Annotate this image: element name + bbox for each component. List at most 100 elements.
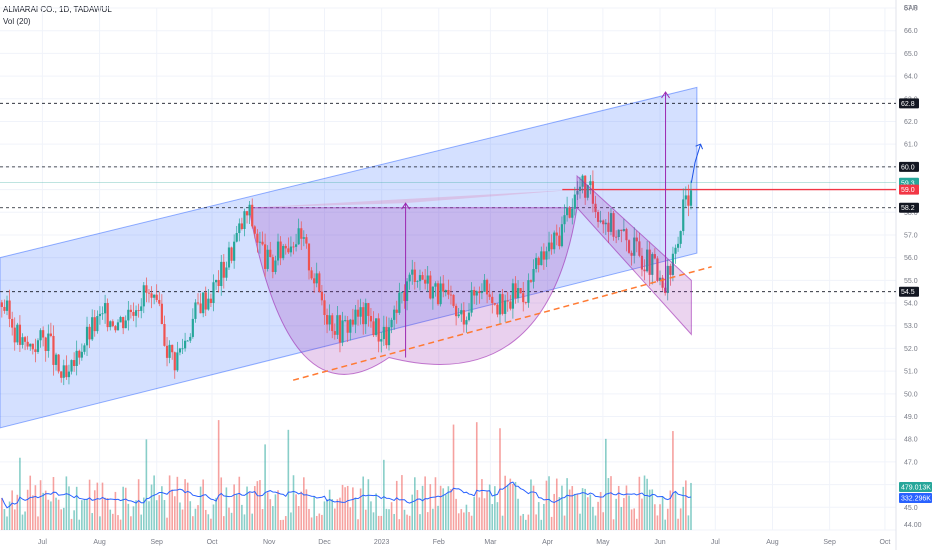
candle-body <box>467 312 471 321</box>
time-axis[interactable]: Jul Aug Sep Oct Nov Dec 2023 Feb Mar Apr May Jun Jul… <box>38 539 891 546</box>
volume-bar <box>540 519 543 530</box>
volume-bar <box>3 509 6 530</box>
volume-bar <box>486 491 488 530</box>
candle-body <box>269 249 272 258</box>
candle-body <box>374 318 378 336</box>
volume-bar <box>574 493 576 530</box>
volume-bar <box>11 490 13 530</box>
x-tick-label: Apr <box>542 539 554 546</box>
candle-body <box>315 273 318 284</box>
candle-body <box>545 251 548 260</box>
candle-body <box>498 294 502 315</box>
candle-body <box>91 317 94 340</box>
volume-bar <box>104 497 106 530</box>
volume-bar <box>344 487 346 530</box>
candle-body <box>413 269 416 282</box>
volume-bar <box>264 444 266 530</box>
candle-body <box>395 309 398 313</box>
cup-pattern[interactable] <box>248 189 578 375</box>
volume-bar <box>279 519 282 530</box>
candle-body <box>163 323 166 346</box>
volume-bar <box>597 501 599 530</box>
volume-bar <box>654 504 656 530</box>
volume-bar <box>26 489 29 530</box>
candle-body <box>5 300 9 311</box>
volume-bar <box>168 475 171 530</box>
volume-bar <box>112 513 114 530</box>
candle-body <box>243 211 246 230</box>
candle-body <box>387 327 391 346</box>
candle-body <box>292 246 295 248</box>
candle-body <box>599 220 602 222</box>
volume-bar <box>638 476 641 530</box>
volume-bar <box>8 501 11 530</box>
volume-bar <box>96 482 99 530</box>
volume-bar <box>292 475 295 530</box>
candle-body <box>16 324 19 343</box>
candle-body <box>78 350 81 358</box>
rising-support-line <box>292 266 712 381</box>
volume-bar <box>483 498 486 530</box>
volume-bar <box>568 489 571 530</box>
price-label-box <box>899 184 919 195</box>
candle-body <box>320 291 323 301</box>
volume-bar <box>315 515 318 530</box>
volume-bar <box>561 485 563 530</box>
volume-bar <box>499 428 501 530</box>
volume-bar <box>393 513 395 530</box>
drawings[interactable] <box>292 91 712 381</box>
y-tick-label: 47.0 <box>904 459 918 466</box>
candle-body <box>21 337 24 345</box>
candle-body <box>251 204 254 227</box>
volume-bar <box>411 494 414 530</box>
candle-body <box>297 228 300 245</box>
volume-bar <box>522 513 525 530</box>
price-label-box <box>899 286 919 297</box>
candle-body <box>196 302 200 304</box>
volume-bar <box>605 438 607 530</box>
candle-body <box>687 195 690 206</box>
candle-body <box>522 293 525 303</box>
volume-bar <box>161 486 163 530</box>
candle-body <box>114 326 117 331</box>
volume-bar <box>106 498 109 530</box>
candle-body <box>602 220 605 225</box>
candle-body <box>369 315 373 322</box>
candle-body <box>640 255 644 270</box>
price-levels[interactable] <box>0 102 896 293</box>
volume-bar <box>352 487 354 530</box>
volume-bar <box>553 493 555 530</box>
candle-body <box>478 291 481 294</box>
volume-bar <box>457 513 460 530</box>
price-axis[interactable]: 45.046.047.048.049.050.051.052.053.054.0… <box>899 6 932 530</box>
candle-body <box>111 321 114 327</box>
candle-body <box>529 280 533 282</box>
candle-body <box>119 317 122 323</box>
volume-bar <box>119 519 122 530</box>
candle-body <box>341 320 344 343</box>
candle-body <box>470 290 473 313</box>
candle-body <box>212 282 215 304</box>
volume-bar <box>269 499 272 530</box>
volume-bar <box>648 489 651 530</box>
candle-body <box>313 278 316 284</box>
volume-bar <box>81 500 83 530</box>
candle-body <box>214 279 218 283</box>
candle-body <box>62 365 65 378</box>
volume-bar <box>628 495 630 530</box>
candle-body <box>245 211 249 216</box>
volume-label-text: 332.296K <box>901 496 931 503</box>
x-tick-label: Nov <box>263 539 276 546</box>
volume-indicator-label[interactable]: Vol (20) <box>3 17 31 26</box>
candle-body <box>8 300 11 319</box>
candle-body <box>13 327 16 343</box>
x-tick-label: May <box>596 539 610 546</box>
candle-body <box>436 283 440 305</box>
volume-bar <box>284 516 287 530</box>
volume-bar <box>432 508 434 530</box>
y-tick-label: 55.0 <box>904 278 918 285</box>
volume-bar <box>204 509 207 530</box>
candle-body <box>356 309 360 317</box>
volume-bar <box>661 496 664 530</box>
